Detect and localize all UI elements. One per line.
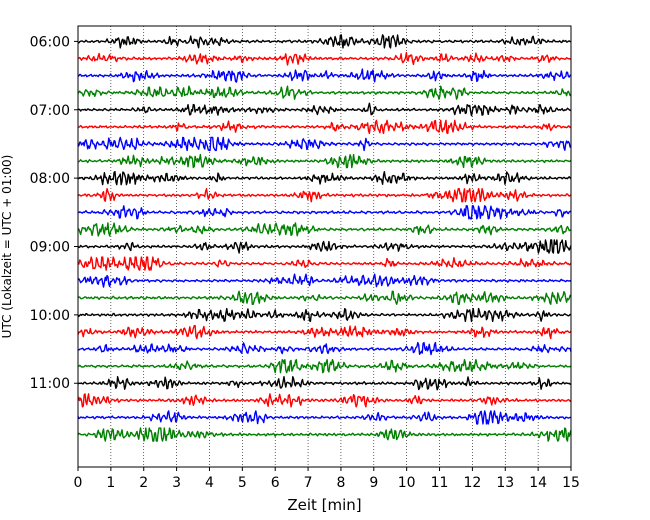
seismogram-trace	[77, 393, 572, 408]
y-tick-label: 10:00	[30, 308, 70, 324]
seismogram-trace	[77, 170, 572, 186]
y-tick-label: 08:00	[30, 171, 70, 187]
y-tick-label: 09:00	[30, 240, 70, 256]
seismogram-trace	[77, 68, 572, 83]
seismogram-trace	[77, 34, 572, 49]
x-tick-label: 8	[336, 475, 345, 491]
x-tick-label: 6	[271, 475, 280, 491]
seismogram-trace	[77, 85, 572, 100]
seismogram-trace	[77, 307, 572, 323]
x-tick-label: 4	[205, 475, 214, 491]
seismogram-trace	[77, 153, 572, 169]
seismogram-trace	[77, 341, 572, 356]
seismogram-trace	[77, 256, 572, 271]
x-tick-label: 12	[463, 475, 481, 491]
seismogram-trace	[77, 324, 572, 340]
seismogram-trace	[77, 188, 572, 203]
y-tick-label: 07:00	[30, 103, 70, 119]
seismogram-traces	[77, 34, 572, 442]
x-tick-label: 15	[562, 475, 580, 491]
seismogram-trace	[77, 119, 572, 135]
seismogram-trace	[77, 136, 572, 152]
y-axis-ticks: 06:00 07:00 08:00 09:00 10:00 11:00	[30, 34, 78, 392]
x-tick-label: 7	[304, 475, 313, 491]
seismogram-trace	[77, 290, 572, 305]
y-axis-label: UTC (Lokalzeit = UTC + 01:00)	[0, 155, 14, 339]
x-tick-label: 5	[238, 475, 247, 491]
x-tick-label: 2	[139, 475, 148, 491]
seismogram-trace	[77, 205, 572, 220]
seismogram-trace	[77, 427, 572, 442]
x-tick-label: 11	[431, 475, 449, 491]
x-axis-ticks: 0 1 2 3 4 5 6 7 8 9 10 11 12 13 14 15	[74, 467, 580, 491]
seismogram-trace	[77, 102, 572, 117]
x-axis-label: Zeit [min]	[287, 496, 361, 514]
seismogram-trace	[77, 51, 572, 66]
seismogram-trace	[77, 376, 572, 391]
x-tick-label: 3	[172, 475, 181, 491]
x-tick-label: 10	[398, 475, 416, 491]
seismogram-trace	[77, 410, 572, 425]
y-tick-label: 11:00	[30, 376, 70, 392]
x-tick-label: 14	[529, 475, 547, 491]
x-tick-label: 0	[74, 475, 83, 491]
x-tick-label: 9	[369, 475, 378, 491]
x-tick-label: 1	[106, 475, 115, 491]
seismogram-trace	[77, 222, 572, 237]
y-tick-label: 06:00	[30, 34, 70, 50]
seismogram-trace	[77, 239, 572, 254]
seismogram-trace	[77, 273, 572, 288]
seismogram-trace	[77, 358, 572, 374]
x-tick-label: 13	[496, 475, 514, 491]
